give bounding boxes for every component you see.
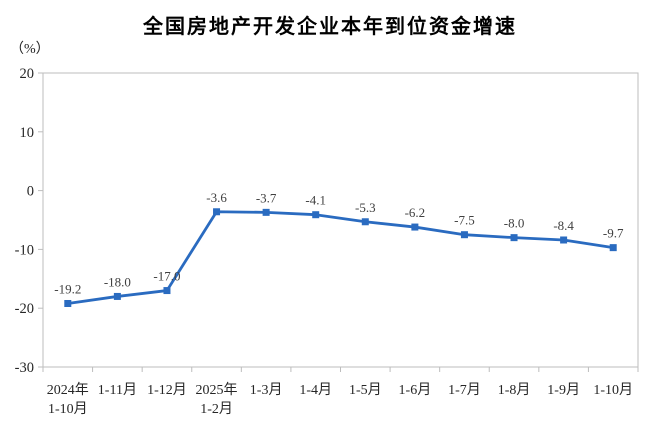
data-point-label: -3.7 — [256, 190, 277, 205]
data-point-label: -17.0 — [153, 269, 180, 284]
y-tick-label: 10 — [20, 125, 35, 141]
x-tick-label: 2024年 1-10月 — [47, 382, 89, 417]
data-point-label: -6.2 — [405, 205, 426, 220]
x-tick-label: 1-9月 — [547, 382, 580, 398]
data-point-marker — [312, 211, 320, 219]
data-point-label: -9.7 — [603, 226, 624, 241]
data-point-label: -5.3 — [355, 200, 376, 215]
data-point-label: -19.2 — [54, 281, 81, 296]
y-tick-label: -20 — [15, 301, 34, 317]
data-point-marker — [113, 292, 121, 300]
y-tick-label: -30 — [15, 360, 34, 376]
x-tick-label: 1-5月 — [349, 382, 382, 398]
y-tick-label: -10 — [15, 242, 34, 258]
data-point-marker — [64, 299, 72, 307]
data-point-marker — [163, 287, 171, 295]
x-tick-label: 1-10月 — [593, 382, 633, 398]
x-tick-label: 1-11月 — [98, 382, 137, 398]
data-point-marker — [262, 208, 270, 216]
data-point-label: -8.0 — [504, 216, 525, 231]
data-point-marker — [411, 223, 419, 231]
data-point-label: -4.1 — [305, 193, 326, 208]
x-tick-label: 1-3月 — [250, 382, 283, 398]
y-tick-label: 20 — [20, 66, 35, 82]
chart-title: 全国房地产开发企业本年到位资金增速 — [143, 16, 517, 38]
data-point-marker — [460, 231, 468, 239]
x-tick-label: 1-12月 — [147, 382, 187, 398]
data-point-marker — [213, 208, 221, 216]
y-axis-unit-label: （%） — [10, 42, 50, 57]
plot-border — [42, 72, 639, 368]
data-point-label: -8.4 — [553, 218, 574, 233]
data-point-marker — [510, 234, 518, 242]
x-tick-label: 1-7月 — [448, 382, 481, 398]
data-point-label: -18.0 — [104, 274, 131, 289]
data-point-label: -7.5 — [454, 213, 475, 228]
data-point-label: -3.6 — [206, 190, 227, 205]
x-tick-label: 2025年 1-2月 — [196, 382, 238, 417]
series-line — [67, 210, 614, 305]
x-tick-label: 1-6月 — [399, 382, 432, 398]
data-point-marker — [361, 218, 369, 226]
data-point-marker — [560, 236, 568, 244]
x-tick-label: 1-4月 — [299, 382, 332, 398]
x-tick-label: 1-8月 — [498, 382, 531, 398]
y-tick-label: 0 — [27, 184, 34, 200]
data-point-marker — [609, 244, 617, 252]
